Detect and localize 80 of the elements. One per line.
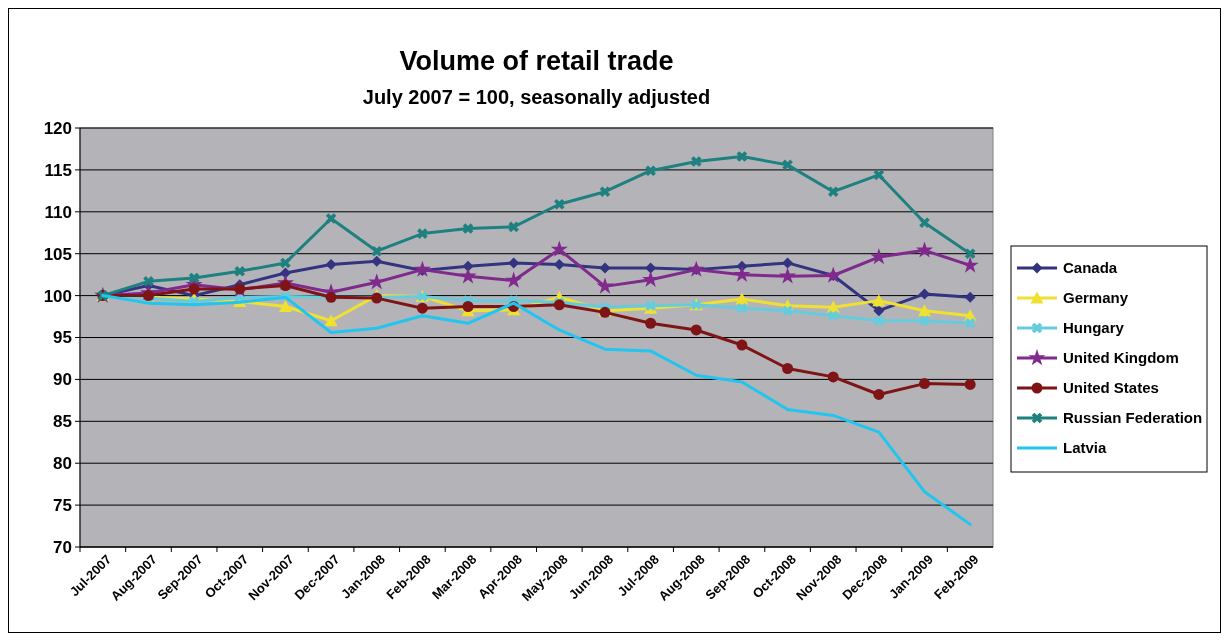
point bbox=[505, 271, 523, 288]
point bbox=[919, 217, 930, 228]
point bbox=[782, 159, 793, 171]
point bbox=[599, 186, 611, 197]
point bbox=[325, 259, 337, 271]
point bbox=[550, 240, 568, 257]
point bbox=[280, 257, 291, 269]
point bbox=[736, 339, 748, 351]
legend-label: United States bbox=[1063, 379, 1159, 397]
point bbox=[735, 292, 749, 305]
point bbox=[827, 186, 839, 197]
point bbox=[964, 291, 976, 303]
legend-label: Latvia bbox=[1063, 439, 1108, 457]
point bbox=[919, 315, 930, 327]
point bbox=[279, 267, 291, 279]
point bbox=[690, 324, 702, 336]
y-tick-label: 80 bbox=[53, 454, 72, 474]
point bbox=[782, 305, 793, 316]
point bbox=[371, 255, 383, 267]
point bbox=[873, 388, 885, 400]
point bbox=[872, 294, 886, 307]
point bbox=[964, 317, 976, 329]
point bbox=[733, 265, 751, 282]
point bbox=[234, 266, 246, 277]
point bbox=[417, 228, 428, 239]
point bbox=[554, 198, 565, 210]
point bbox=[873, 169, 885, 181]
y-tick-label: 85 bbox=[53, 412, 72, 432]
point bbox=[324, 314, 338, 327]
point bbox=[736, 302, 748, 314]
point bbox=[325, 213, 337, 224]
legend-label: Russian Federation bbox=[1063, 409, 1203, 427]
y-tick-label: 120 bbox=[43, 118, 72, 138]
point bbox=[827, 310, 839, 321]
y-tick-label: 75 bbox=[53, 496, 72, 516]
chart-title: Volume of retail trade bbox=[399, 46, 674, 76]
y-tick-label: 115 bbox=[44, 160, 72, 180]
point bbox=[188, 272, 200, 284]
point bbox=[736, 151, 748, 162]
y-tick-label: 110 bbox=[44, 202, 72, 222]
point bbox=[645, 317, 657, 329]
point bbox=[143, 276, 154, 287]
legend-label: Germany bbox=[1063, 289, 1129, 307]
y-tick-label: 100 bbox=[43, 286, 72, 306]
point bbox=[599, 262, 611, 274]
point bbox=[964, 248, 976, 259]
point bbox=[827, 371, 839, 383]
point bbox=[964, 378, 976, 390]
y-tick-label: 70 bbox=[53, 537, 72, 557]
point bbox=[918, 304, 932, 317]
legend-label: Canada bbox=[1063, 259, 1118, 277]
point bbox=[371, 245, 383, 257]
point bbox=[645, 165, 656, 177]
point bbox=[779, 267, 797, 284]
legend-label: Hungary bbox=[1063, 319, 1125, 337]
y-tick-label: 90 bbox=[53, 370, 72, 390]
point bbox=[416, 302, 428, 314]
y-tick-label: 95 bbox=[53, 328, 72, 348]
point bbox=[462, 260, 474, 272]
point bbox=[188, 283, 200, 295]
point bbox=[873, 305, 885, 317]
point bbox=[462, 300, 474, 312]
point bbox=[870, 248, 888, 265]
point bbox=[462, 223, 474, 234]
point bbox=[508, 221, 519, 233]
point bbox=[782, 363, 794, 375]
point bbox=[278, 299, 292, 312]
legend-label: United Kingdom bbox=[1063, 349, 1179, 367]
point bbox=[690, 156, 702, 167]
y-tick-label: 105 bbox=[43, 244, 72, 264]
point bbox=[687, 260, 705, 277]
point bbox=[873, 315, 885, 327]
point bbox=[916, 241, 934, 258]
point bbox=[596, 277, 614, 294]
point bbox=[919, 378, 931, 390]
point bbox=[459, 267, 477, 284]
point bbox=[413, 260, 431, 277]
chart-subtitle: July 2007 = 100, seasonally adjusted bbox=[362, 86, 711, 108]
point bbox=[553, 259, 565, 271]
point bbox=[782, 257, 794, 269]
